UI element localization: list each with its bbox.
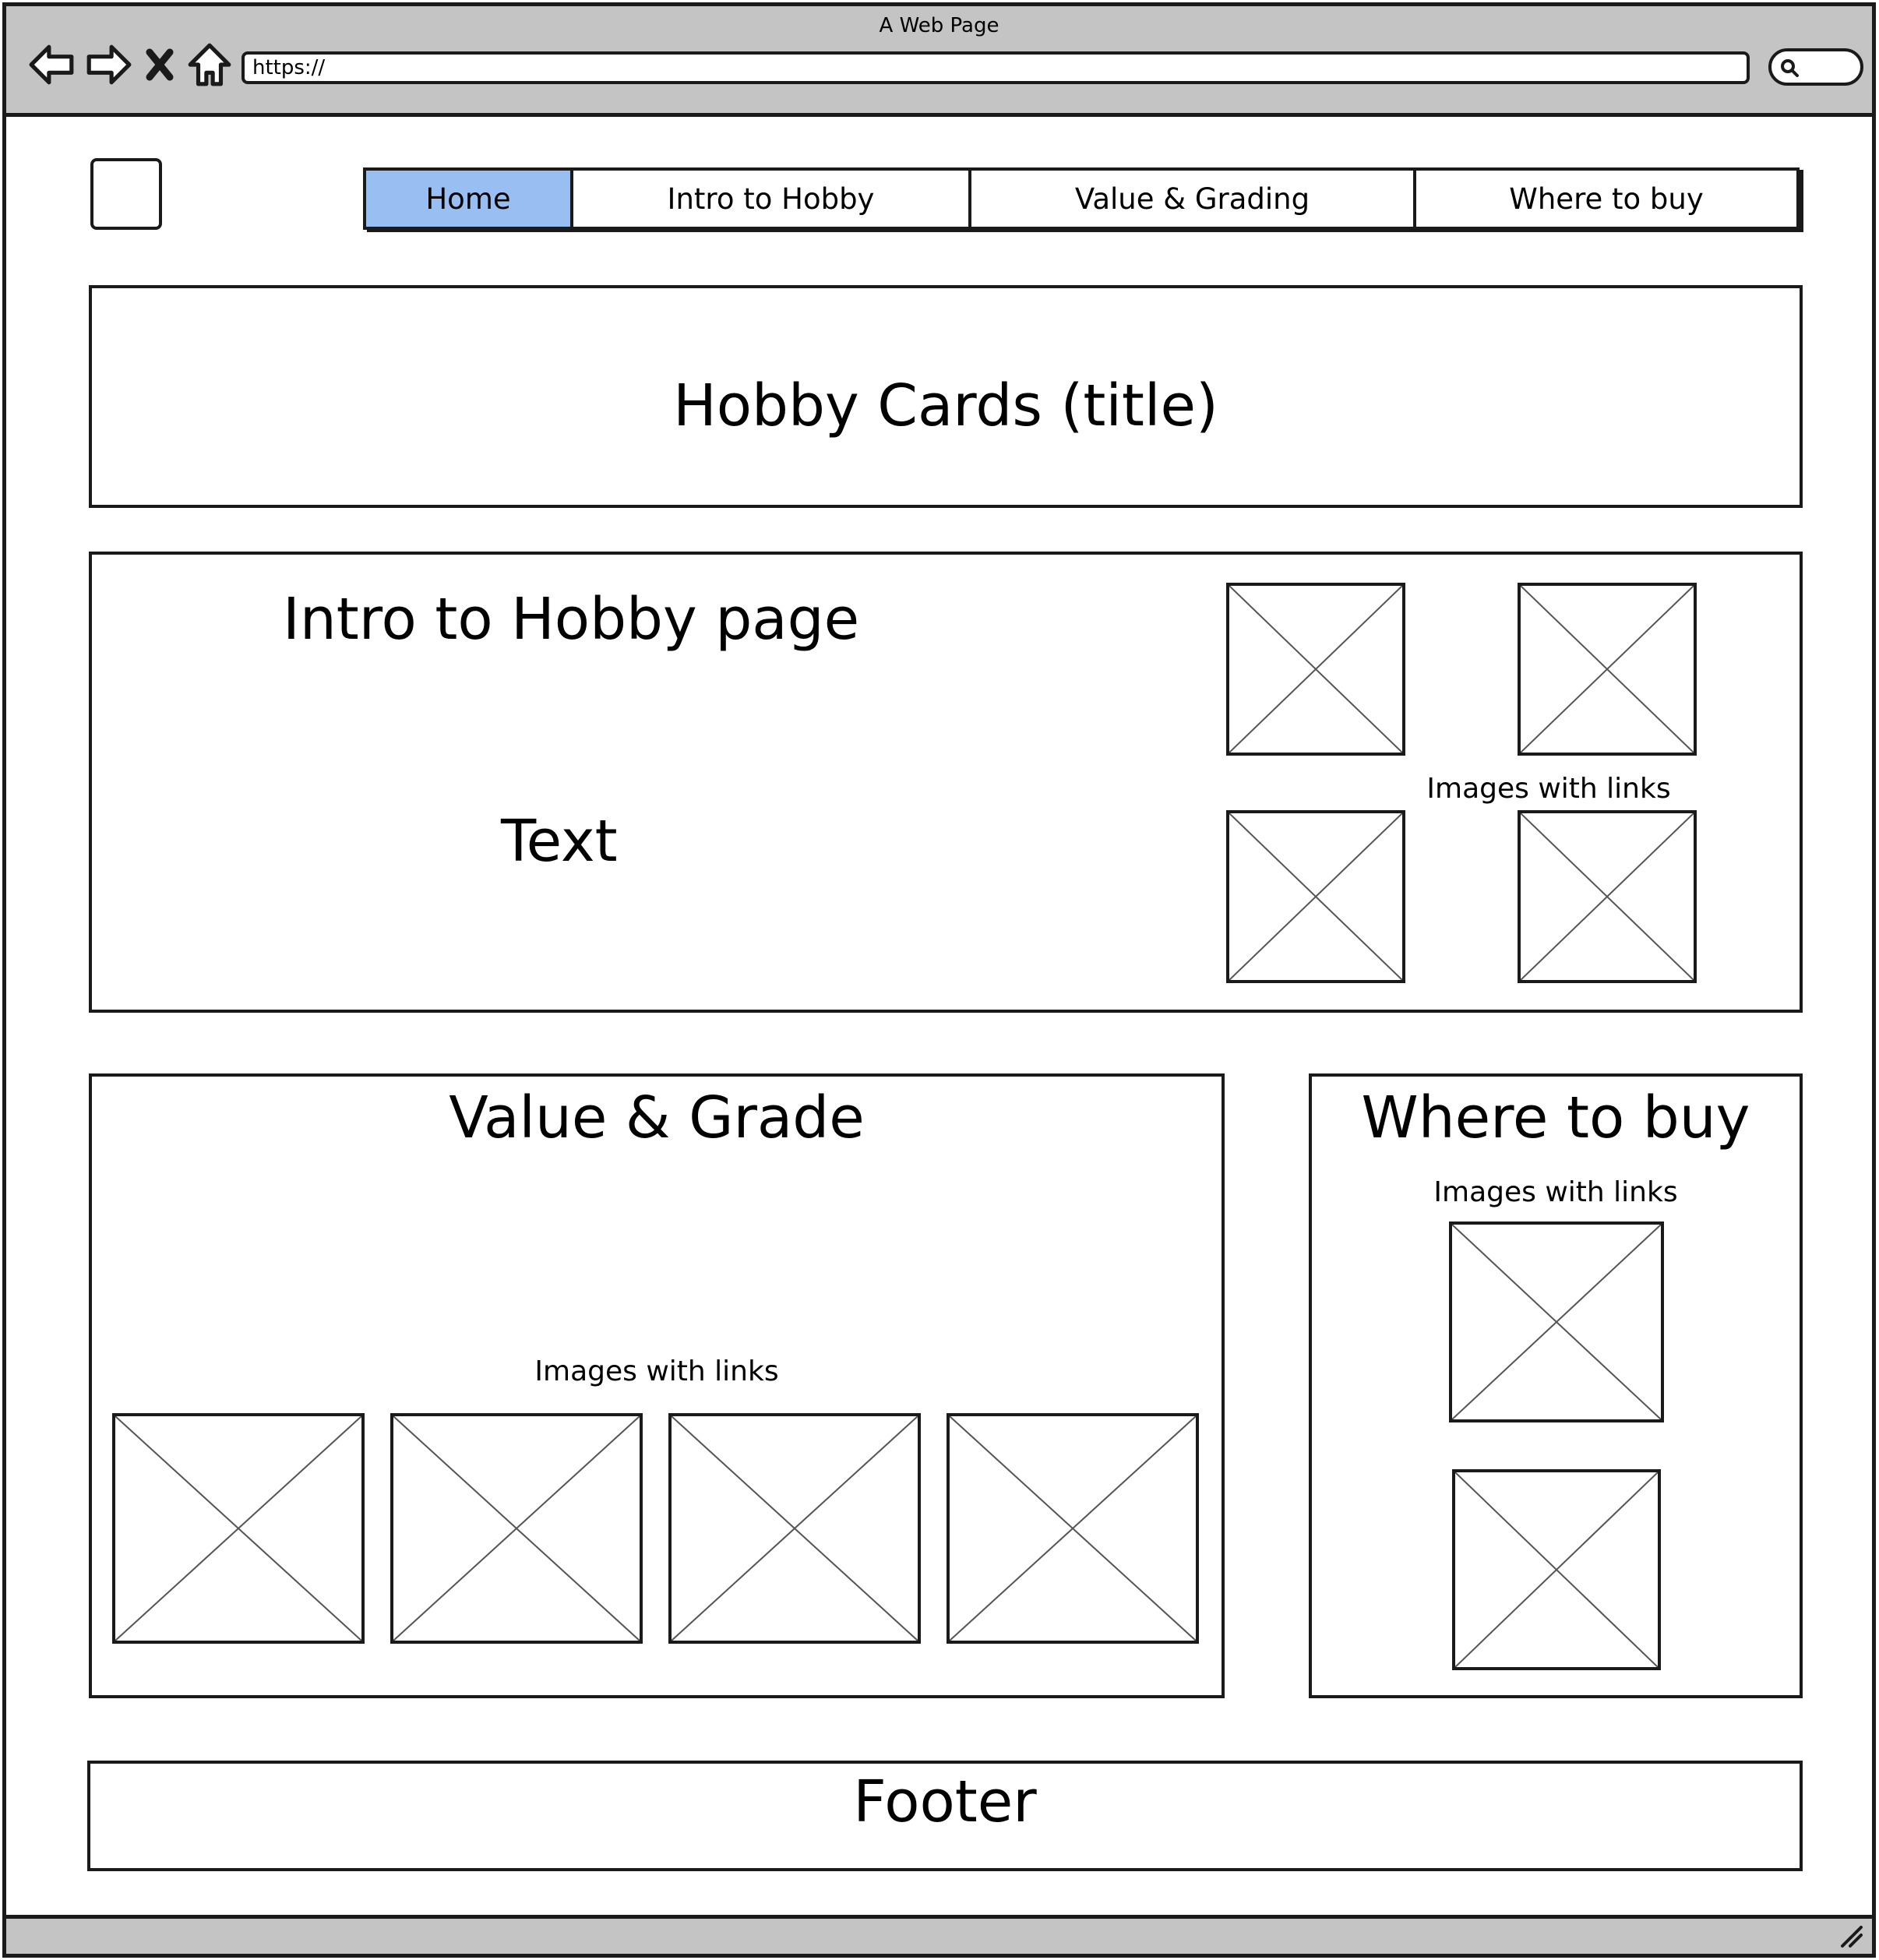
image-placeholder-icon: [1455, 1472, 1658, 1667]
image-placeholder-icon: [672, 1416, 918, 1641]
image-placeholder[interactable]: [112, 1413, 365, 1644]
image-placeholder-icon: [1521, 586, 1694, 753]
nav-tabs: Home Intro to Hobby Value & Grading Wher…: [363, 167, 1800, 230]
logo-placeholder[interactable]: [90, 158, 162, 230]
tab-home[interactable]: Home: [366, 171, 573, 227]
image-placeholder-icon: [1229, 586, 1402, 753]
search-field[interactable]: [1768, 48, 1863, 86]
search-icon: [1781, 59, 1799, 77]
image-placeholder[interactable]: [668, 1413, 921, 1644]
intro-heading: Intro to Hobby page: [283, 586, 860, 653]
resize-grip-icon[interactable]: [1838, 1923, 1864, 1949]
image-placeholder[interactable]: [1226, 583, 1405, 756]
tab-intro-to-hobby[interactable]: Intro to Hobby: [573, 171, 971, 227]
image-placeholder[interactable]: [1226, 810, 1405, 983]
page-title: Hobby Cards (title): [673, 372, 1218, 439]
value-images-caption: Images with links: [534, 1355, 779, 1387]
image-placeholder[interactable]: [390, 1413, 643, 1644]
value-grade-section: Value & Grade Images with links: [89, 1073, 1225, 1698]
image-placeholder[interactable]: [1452, 1469, 1661, 1670]
image-placeholder-icon: [393, 1416, 640, 1641]
forward-arrow-icon[interactable]: [84, 41, 132, 89]
buy-images-caption: Images with links: [1433, 1176, 1678, 1208]
footer: Footer: [87, 1761, 1803, 1871]
image-placeholder-icon: [950, 1416, 1196, 1641]
intro-images-caption: Images with links: [1426, 773, 1671, 805]
intro-text: Text: [501, 808, 618, 875]
image-placeholder-icon: [1521, 813, 1694, 980]
tab-value-grading[interactable]: Value & Grading: [971, 171, 1416, 227]
home-icon[interactable]: [185, 41, 234, 89]
image-placeholder-icon: [1229, 813, 1402, 980]
back-arrow-icon[interactable]: [28, 41, 76, 89]
image-placeholder[interactable]: [1518, 810, 1697, 983]
image-placeholder[interactable]: [1449, 1221, 1664, 1422]
tab-where-to-buy[interactable]: Where to buy: [1416, 171, 1796, 227]
image-placeholder[interactable]: [947, 1413, 1199, 1644]
browser-toolbar: A Web Page https://: [6, 6, 1872, 117]
image-placeholder-icon: [1452, 1225, 1661, 1419]
intro-section: Intro to Hobby page Text Images with lin…: [89, 552, 1803, 1013]
window-title: A Web Page: [879, 14, 999, 37]
close-icon[interactable]: [140, 41, 179, 89]
value-heading: Value & Grade: [449, 1084, 865, 1151]
url-input[interactable]: https://: [241, 51, 1750, 84]
buy-heading: Where to buy: [1361, 1084, 1750, 1151]
image-placeholder[interactable]: [1518, 583, 1697, 756]
image-placeholder-icon: [115, 1416, 361, 1641]
footer-text: Footer: [853, 1768, 1037, 1835]
where-to-buy-section: Where to buy Images with links: [1309, 1073, 1803, 1698]
status-bar: [6, 1915, 1872, 1954]
hero-section: Hobby Cards (title): [89, 285, 1803, 508]
